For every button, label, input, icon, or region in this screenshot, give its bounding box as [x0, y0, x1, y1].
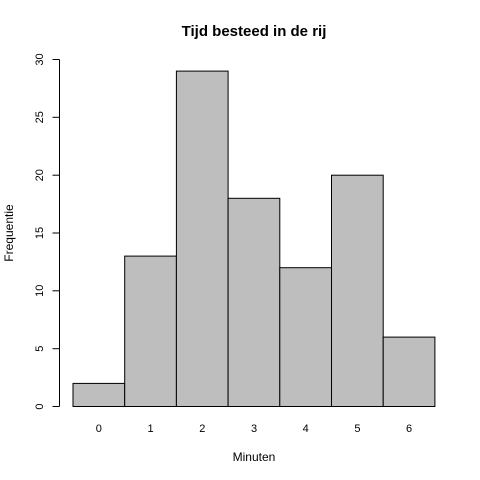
y-axis-label: Frequentie: [2, 204, 16, 262]
bars-group: [72, 70, 436, 408]
bar-6: [382, 336, 436, 408]
x-tick-label-2: 2: [199, 423, 205, 435]
bar-2: [175, 70, 229, 407]
x-tick-label-0: 0: [96, 423, 102, 435]
bar-0: [72, 382, 126, 407]
y-axis: 0 5 10 15 20 25 30: [34, 53, 60, 410]
x-axis-label: Minuten: [233, 450, 276, 464]
x-tick-labels: 0 1 2 3 4 5 6: [96, 423, 412, 435]
y-tick-label-25: 25: [34, 111, 46, 123]
bar-5: [331, 174, 384, 407]
bar-3: [227, 197, 281, 407]
x-tick-label-4: 4: [303, 423, 309, 435]
y-tick-label-10: 10: [34, 285, 46, 297]
y-tick-label-5: 5: [34, 346, 46, 352]
bar-1: [124, 255, 177, 407]
y-tick-label-0: 0: [34, 403, 46, 409]
x-tick-label-6: 6: [406, 423, 412, 435]
y-tick-label-15: 15: [34, 227, 46, 239]
y-tick-label-30: 30: [34, 53, 46, 65]
x-tick-label-1: 1: [148, 423, 154, 435]
x-tick-label-3: 3: [251, 423, 257, 435]
chart-title: Tijd besteed in de rij: [182, 23, 327, 40]
x-tick-label-5: 5: [354, 423, 360, 435]
y-tick-label-20: 20: [34, 169, 46, 181]
bar-4: [279, 267, 332, 408]
